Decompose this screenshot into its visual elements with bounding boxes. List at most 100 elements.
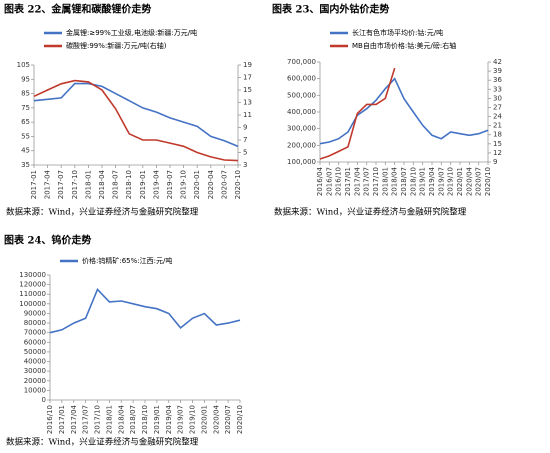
x-tick-label: 2017/04 (353, 166, 361, 196)
y-tick-label: 50000 (24, 348, 46, 356)
legend-label: MB自由市场价格:钴:美元/磅:右轴 (352, 41, 456, 50)
x-tick-label: 2016/04 (316, 166, 324, 196)
x-tick-label: 2019/07 (177, 405, 185, 434)
y-tick-label: 35 (21, 161, 30, 169)
y-tick-label: 600,000 (287, 75, 316, 83)
y-tick-label: 700,000 (287, 58, 316, 66)
y2-tick-label: 17 (243, 74, 252, 82)
y2-tick-label: 19 (243, 61, 252, 69)
y-tick-label: 45 (21, 147, 30, 155)
y-tick-label: 65 (21, 118, 30, 126)
x-tick-label: 2018/07 (400, 167, 408, 196)
y2-tick-label: 12 (493, 149, 502, 157)
x-tick-label: 2017/01 (58, 405, 66, 434)
x-tick-label: 2019-07 (166, 170, 174, 199)
series-line (33, 79, 239, 162)
x-tick-label: 2017/07 (363, 167, 371, 196)
series-line (49, 287, 241, 334)
y-tick-label: 110000 (19, 290, 46, 298)
y-tick-label: 60000 (24, 338, 46, 346)
y2-tick-label: 42 (493, 58, 502, 66)
x-tick-label: 2020/10 (236, 405, 244, 434)
x-tick-label: 2019/04 (428, 166, 436, 196)
x-tick-label: 2019/04 (165, 404, 173, 434)
y2-tick-label: 36 (493, 76, 502, 84)
x-tick-label: 2019/10 (447, 167, 455, 196)
x-tick-label: 2018/10 (409, 167, 417, 196)
y-tick-label: 85 (21, 90, 30, 98)
x-tick-label: 2017/07 (82, 405, 90, 434)
y-tick-label: 130000 (19, 271, 46, 279)
x-tick-label: 2017/10 (94, 405, 102, 434)
y-tick-label: 100,000 (287, 158, 316, 166)
y2-tick-label: 18 (493, 131, 502, 139)
x-tick-label: 2019-04 (152, 169, 160, 199)
y-tick-label: 300,000 (287, 125, 316, 133)
source-note: 数据来源：Wind，兴业证券经济与金融研究院整理 (6, 437, 199, 448)
x-tick-label: 2018/07 (129, 405, 137, 434)
y-tick-label: 0 (42, 396, 46, 404)
x-tick-label: 2020/04 (465, 166, 473, 196)
x-tick-label: 2017/10 (372, 167, 380, 196)
y2-tick-label: 13 (243, 99, 252, 107)
y-tick-label: 10000 (24, 386, 46, 394)
y-tick-label: 95 (21, 75, 30, 83)
y2-tick-label: 30 (493, 94, 502, 102)
x-tick-label: 2019/10 (189, 405, 197, 434)
y2-tick-label: 24 (493, 113, 502, 121)
x-tick-label: 2016/10 (335, 167, 343, 196)
y2-tick-label: 9 (243, 124, 247, 132)
y-tick-label: 90000 (24, 309, 46, 317)
y2-tick-label: 9 (493, 158, 497, 166)
chart-title: 图表 23、国内外钴价走势 (272, 3, 389, 16)
y-tick-label: 55 (21, 132, 30, 140)
y-tick-label: 120000 (19, 281, 46, 289)
x-tick-label: 2017/04 (70, 404, 78, 434)
series-line (319, 67, 396, 160)
x-tick-label: 2018/10 (141, 405, 149, 434)
legend-label: 长江有色市场平均价:钴:元/吨 (352, 28, 443, 37)
x-tick-label: 2019-01 (139, 170, 147, 199)
legend-label: 价格:钨精矿:65%:江西:元/吨 (82, 256, 172, 265)
y2-tick-label: 3 (243, 161, 247, 169)
x-tick-label: 2018-10 (125, 170, 133, 199)
x-tick-label: 2020/01 (200, 405, 208, 434)
x-tick-label: 2018/04 (117, 404, 125, 434)
x-tick-label: 2018-07 (112, 170, 120, 199)
x-tick-label: 2020/07 (475, 167, 483, 196)
x-tick-label: 2020/04 (212, 404, 220, 434)
x-tick-label: 2017-04 (44, 169, 52, 199)
y-tick-label: 40000 (24, 358, 46, 366)
x-tick-label: 2018-01 (84, 170, 92, 199)
x-tick-label: 2019/01 (153, 405, 161, 434)
x-tick-label: 2020-01 (193, 170, 201, 199)
y-tick-label: 200,000 (287, 141, 316, 149)
y-tick-label: 500,000 (287, 91, 316, 99)
chart-title: 图表 24、钨价走势 (4, 234, 91, 247)
x-tick-label: 2017/01 (344, 167, 352, 196)
x-tick-label: 2017-01 (30, 170, 38, 199)
legend-label: 金属锂:≥99%工业级,电池级:新疆:万元/吨 (66, 28, 197, 37)
y2-tick-label: 15 (493, 140, 502, 148)
series-line (319, 77, 489, 145)
y-tick-label: 80000 (24, 319, 46, 327)
y2-tick-label: 39 (493, 67, 502, 75)
x-tick-label: 2020-10 (234, 170, 242, 199)
y2-tick-label: 7 (243, 136, 247, 144)
x-tick-label: 2020-04 (207, 169, 215, 199)
y2-tick-label: 5 (243, 149, 247, 157)
x-tick-label: 2019-10 (180, 170, 188, 199)
x-tick-label: 2018-04 (98, 169, 106, 199)
y-tick-label: 100000 (19, 300, 46, 308)
y2-tick-label: 27 (493, 103, 502, 111)
y-tick-label: 75 (21, 104, 30, 112)
x-tick-label: 2020/01 (456, 167, 464, 196)
source-note: 数据来源：Wind，兴业证券经济与金融研究院整理 (274, 207, 467, 218)
x-tick-label: 2020/07 (224, 405, 232, 434)
source-note: 数据来源：Wind，兴业证券经济与金融研究院整理 (6, 207, 199, 218)
x-tick-label: 2020-07 (220, 170, 228, 199)
x-tick-label: 2016/10 (46, 405, 54, 434)
y2-tick-label: 33 (493, 85, 502, 93)
y2-tick-label: 15 (243, 86, 252, 94)
x-tick-label: 2016/07 (325, 167, 333, 196)
